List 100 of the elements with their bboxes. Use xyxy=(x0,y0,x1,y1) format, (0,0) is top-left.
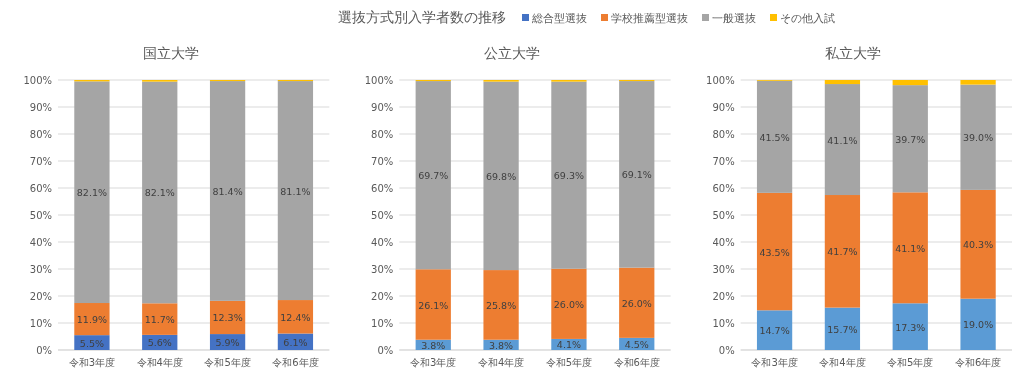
y-tick-label: 30% xyxy=(712,263,735,275)
x-tick-label: 令和4年度 xyxy=(136,357,183,368)
y-tick-label: 90% xyxy=(371,101,394,113)
data-label: 4.1% xyxy=(556,339,581,351)
y-tick-label: 0% xyxy=(377,344,394,356)
bar xyxy=(551,268,587,339)
data-label: 6.1% xyxy=(283,336,308,348)
data-label: 26.0% xyxy=(553,298,585,310)
y-tick-label: 40% xyxy=(712,236,735,248)
bar xyxy=(960,189,996,299)
data-label: 69.1% xyxy=(621,169,652,181)
y-tick-label: 40% xyxy=(29,236,52,248)
data-label: 5.5% xyxy=(79,337,104,349)
data-label: 3.8% xyxy=(421,339,446,351)
data-label: 81.4% xyxy=(212,185,243,197)
data-label: 69.3% xyxy=(553,170,585,182)
chart-title: 公立大学 xyxy=(484,45,540,61)
bar xyxy=(142,303,178,335)
x-tick-label: 令和5年度 xyxy=(545,357,593,368)
data-label: 81.1% xyxy=(280,185,311,197)
bar xyxy=(483,270,519,340)
data-label: 41.7% xyxy=(827,246,858,258)
y-tick-label: 40% xyxy=(371,236,394,248)
data-label: 12.3% xyxy=(212,312,243,324)
x-tick-label: 令和4年度 xyxy=(477,357,525,368)
bar xyxy=(824,195,861,308)
x-tick-label: 令和6年度 xyxy=(272,357,319,368)
data-label: 41.1% xyxy=(895,242,926,254)
y-tick-label: 60% xyxy=(371,182,394,194)
y-tick-label: 50% xyxy=(712,209,735,221)
bar xyxy=(142,81,178,304)
y-tick-label: 90% xyxy=(712,101,735,113)
y-tick-label: 0% xyxy=(36,344,52,356)
data-label: 69.7% xyxy=(418,170,449,182)
y-tick-label: 80% xyxy=(29,128,52,140)
bar xyxy=(756,192,793,311)
x-tick-label: 令和3年度 xyxy=(751,357,798,368)
y-tick-label: 20% xyxy=(371,290,394,302)
bar xyxy=(415,269,451,340)
y-tick-label: 70% xyxy=(712,155,735,167)
bar xyxy=(960,298,996,350)
bar xyxy=(960,84,996,190)
data-label: 82.1% xyxy=(76,187,108,199)
bar xyxy=(74,81,110,304)
bar xyxy=(892,192,928,304)
y-tick-label: 90% xyxy=(29,101,52,113)
data-label: 3.8% xyxy=(489,339,514,351)
legend-label: 学校推薦型選抜 xyxy=(611,12,688,25)
y-tick-label: 80% xyxy=(371,128,394,140)
y-tick-label: 10% xyxy=(712,317,735,329)
bar xyxy=(415,81,451,270)
chart-title: 私立大学 xyxy=(825,45,882,61)
data-label: 69.8% xyxy=(485,170,517,182)
data-label: 14.7% xyxy=(759,325,790,337)
data-label: 39.0% xyxy=(962,132,994,144)
y-tick-label: 50% xyxy=(371,209,394,221)
y-tick-label: 80% xyxy=(712,128,735,140)
bar xyxy=(892,80,928,86)
y-tick-label: 20% xyxy=(712,290,735,302)
data-label: 40.3% xyxy=(962,239,994,251)
y-tick-label: 30% xyxy=(371,263,394,275)
bar xyxy=(277,81,314,301)
y-tick-label: 50% xyxy=(29,209,52,221)
bar xyxy=(960,80,996,85)
bar xyxy=(209,81,246,301)
bar xyxy=(756,80,793,193)
data-label: 39.7% xyxy=(895,133,926,145)
data-label: 19.0% xyxy=(962,319,994,331)
data-label: 11.7% xyxy=(144,314,175,326)
x-tick-label: 令和3年度 xyxy=(410,357,457,368)
data-label: 5.6% xyxy=(147,337,172,349)
y-tick-label: 70% xyxy=(29,155,52,167)
data-label: 11.9% xyxy=(76,314,108,326)
x-tick-label: 令和4年度 xyxy=(819,357,866,368)
bar xyxy=(277,300,314,334)
x-tick-label: 令和6年度 xyxy=(613,357,660,368)
data-label: 26.1% xyxy=(418,299,449,311)
y-tick-label: 70% xyxy=(371,155,394,167)
y-tick-label: 30% xyxy=(29,263,52,275)
x-tick-label: 令和5年度 xyxy=(887,357,934,368)
chart-title: 国立大学 xyxy=(142,45,199,61)
y-tick-label: 60% xyxy=(29,182,52,194)
data-label: 82.1% xyxy=(144,187,175,199)
y-tick-label: 10% xyxy=(371,317,394,329)
legend-label: 総合型選抜 xyxy=(531,12,587,25)
bar xyxy=(824,84,861,196)
y-tick-label: 100% xyxy=(23,74,52,86)
data-label: 41.5% xyxy=(759,131,790,143)
data-label: 12.4% xyxy=(280,311,311,323)
data-label: 26.0% xyxy=(621,297,652,309)
y-tick-label: 10% xyxy=(29,317,52,329)
y-tick-label: 100% xyxy=(364,74,394,86)
data-label: 17.3% xyxy=(895,321,926,333)
data-label: 25.8% xyxy=(485,299,517,311)
data-label: 43.5% xyxy=(759,246,790,258)
bar xyxy=(74,303,110,336)
bar xyxy=(824,307,861,350)
data-label: 4.5% xyxy=(624,338,649,350)
bar xyxy=(551,81,587,269)
y-tick-label: 0% xyxy=(718,344,735,356)
